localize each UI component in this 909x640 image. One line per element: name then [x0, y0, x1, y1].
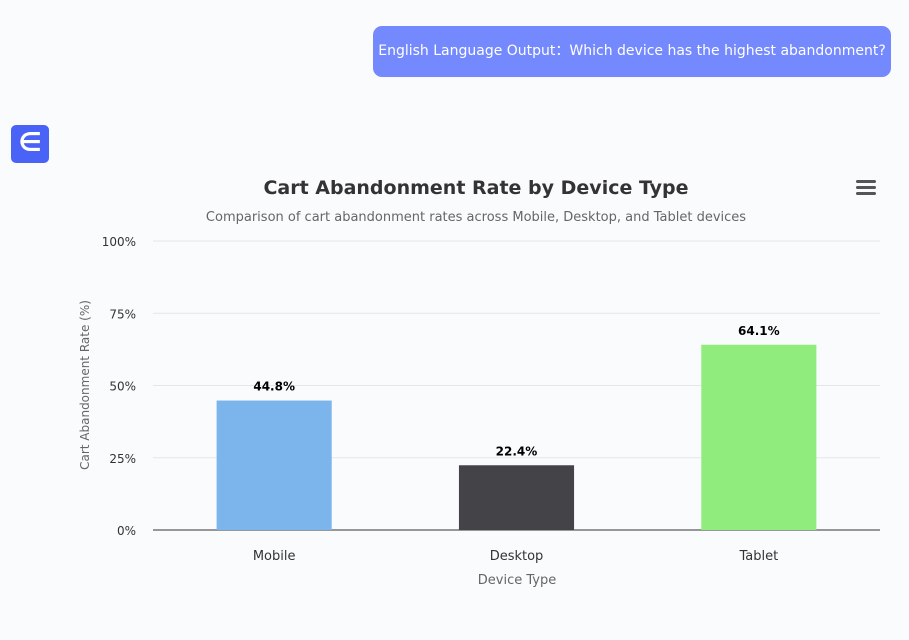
x-tick-label: Desktop [490, 549, 544, 564]
chart-subtitle: Comparison of cart abandonment rates acr… [206, 210, 746, 225]
x-axis-title: Device Type [478, 573, 556, 588]
user-message-bubble: English Language Output：Which device has… [373, 26, 891, 77]
y-tick-label: 100% [102, 235, 136, 249]
y-axis-title: Cart Abandonment Rate (%) [78, 300, 92, 470]
data-label: 44.8% [253, 380, 295, 394]
data-label: 22.4% [496, 444, 538, 458]
y-tick-label: 0% [117, 524, 136, 538]
y-tick-label: 25% [109, 452, 136, 466]
y-tick-label: 50% [109, 380, 136, 394]
chart-title: Cart Abandonment Rate by Device Type [263, 177, 688, 199]
y-tick-label: 75% [109, 307, 136, 321]
bar-desktop [458, 465, 575, 530]
assistant-logo-icon: ∈ [11, 125, 49, 163]
data-label: 64.1% [738, 324, 780, 338]
x-tick-label: Mobile [253, 549, 296, 564]
x-tick-label: Tablet [738, 549, 778, 564]
bar-tablet [701, 344, 817, 530]
bar-mobile [216, 400, 332, 530]
hamburger-menu-icon[interactable] [856, 180, 876, 196]
